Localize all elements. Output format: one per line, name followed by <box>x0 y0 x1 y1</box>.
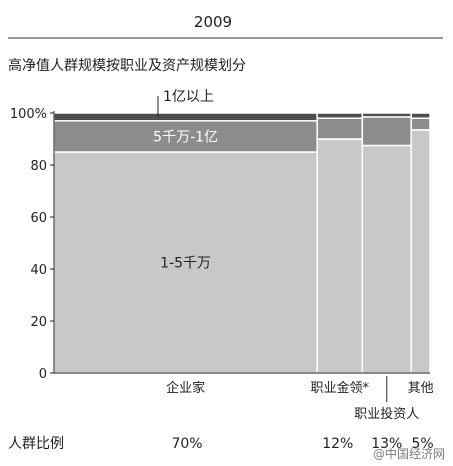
width-label: 70% <box>171 436 202 452</box>
bar-segment-3-1 <box>361 144 412 374</box>
bar-segment-2-3 <box>316 112 364 119</box>
x-axis: 企业家 职业金领* 职业投资人 其他 <box>54 372 434 422</box>
width-row: 人群比例 70% 12% 13% 5% <box>8 436 434 452</box>
width-label: 13% <box>371 436 402 452</box>
width-label: 5% <box>411 436 433 452</box>
series-labels: 1-5千万 5千万-1亿 1亿以上 <box>153 89 218 272</box>
width-label: 12% <box>322 436 353 452</box>
year-label: 2009 <box>194 13 232 31</box>
series-label: 1-5千万 <box>160 256 211 272</box>
series-label: 1亿以上 <box>163 89 214 105</box>
bar-segment-4-2 <box>410 117 431 131</box>
bar-segment-1-2 <box>53 120 318 153</box>
bar-segment-2-1 <box>316 138 364 374</box>
category-label: 职业投资人 <box>354 406 419 422</box>
category-label: 职业金领* <box>311 380 370 396</box>
y-tick-label: 60 <box>30 211 47 226</box>
y-tick-label: 0 <box>39 367 47 382</box>
chart-title: 高净值人群规模按职业及资产规模划分 <box>8 57 246 74</box>
bars-group <box>53 112 431 374</box>
bar-segment-2-2 <box>316 117 364 140</box>
bar-segment-4-1 <box>410 129 431 374</box>
y-tick-label: 20 <box>30 315 47 330</box>
y-tick-label: 80 <box>30 159 47 174</box>
y-axis: 0 20 40 60 80 100% <box>10 107 55 382</box>
series-label: 5千万-1亿 <box>153 129 218 145</box>
category-label: 企业家 <box>166 380 205 396</box>
y-tick-label: 40 <box>30 263 47 278</box>
width-row-label: 人群比例 <box>8 436 64 452</box>
bar-segment-1-3 <box>53 112 318 122</box>
bar-segment-3-3 <box>361 112 412 118</box>
bar-segment-3-2 <box>361 116 412 147</box>
watermark: @中国经济网 <box>373 446 445 461</box>
bar-segment-4-3 <box>410 112 431 119</box>
y-tick-label: 100% <box>10 107 47 122</box>
category-label: 其他 <box>408 381 434 396</box>
